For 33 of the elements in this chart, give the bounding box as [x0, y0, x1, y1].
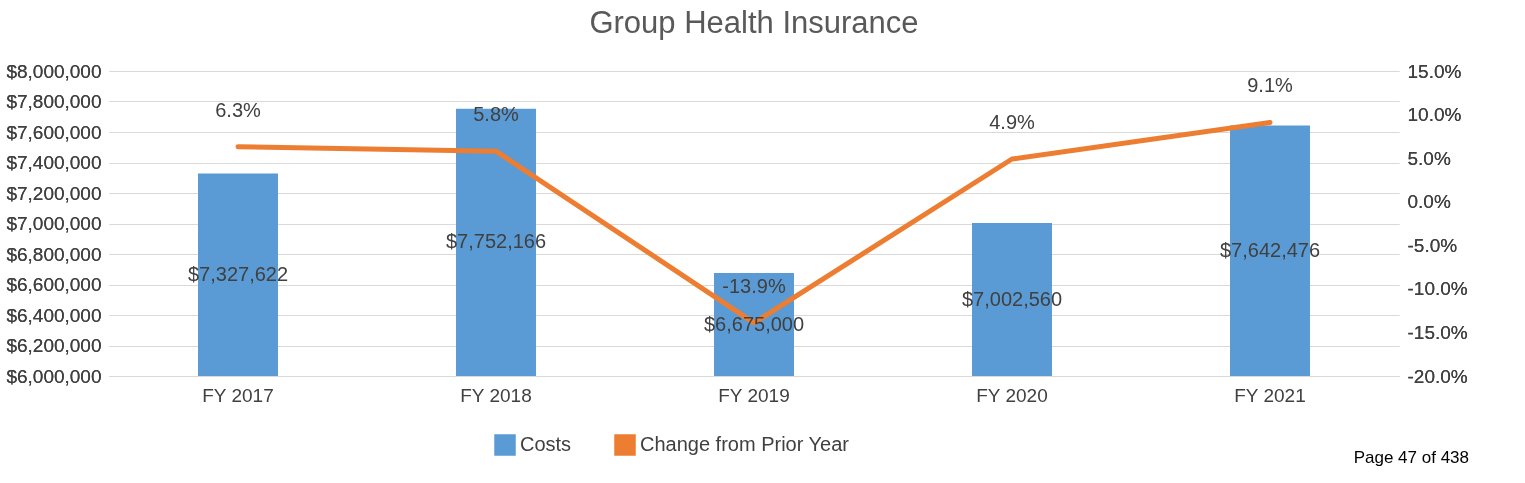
y-tick-label: $7,200,000: [6, 182, 102, 204]
legend-label: Costs: [520, 433, 572, 455]
y-tick-label: $7,000,000: [6, 213, 102, 234]
y-tick-label: $8,000,000: [6, 60, 102, 82]
y2-tick-label: 15.0%: [1407, 60, 1462, 82]
y-tick-label: $6,000,000: [6, 365, 102, 387]
y-tick-label: $7,600,000: [6, 121, 102, 143]
y2-tick-label: 10.0%: [1407, 104, 1462, 126]
text: Page 47 of 438: [1353, 448, 1469, 467]
chart-title: Group Health Insurance: [589, 5, 919, 40]
y-tick-label: $6,200,000: [6, 335, 102, 356]
x-tick-label: FY 2020: [976, 384, 1048, 406]
y2-tick-label: -20.0%: [1407, 365, 1468, 387]
data-label: 6.3%: [215, 98, 262, 121]
x-tick-label: FY 2019: [718, 384, 790, 406]
y-tick-label: $7,800,000: [6, 91, 102, 112]
y2-tick-label: -5.0%: [1407, 234, 1458, 256]
y-tick-label: $6,400,000: [6, 304, 102, 326]
y-tick-label: $7,400,000: [6, 152, 102, 173]
y2-tick-label: 5.0%: [1407, 147, 1451, 169]
x-tick-label: FY 2017: [202, 384, 274, 406]
y2-tick-label: -10.0%: [1407, 278, 1468, 300]
y2-tick-label: -15.0%: [1407, 321, 1468, 343]
legend-label: Change from Prior Year: [640, 433, 850, 455]
y2-tick-label: 0.0%: [1407, 191, 1451, 213]
data-label: 9.1%: [1247, 74, 1294, 97]
y-tick-label: $6,800,000: [6, 243, 102, 265]
data-label: 4.9%: [989, 111, 1036, 134]
x-tick-label: FY 2018: [460, 384, 532, 406]
data-label: 5.8%: [473, 103, 520, 126]
y-tick-label: $6,600,000: [6, 274, 102, 295]
data-label: -13.9%: [722, 274, 786, 297]
x-tick-label: FY 2021: [1234, 384, 1306, 406]
